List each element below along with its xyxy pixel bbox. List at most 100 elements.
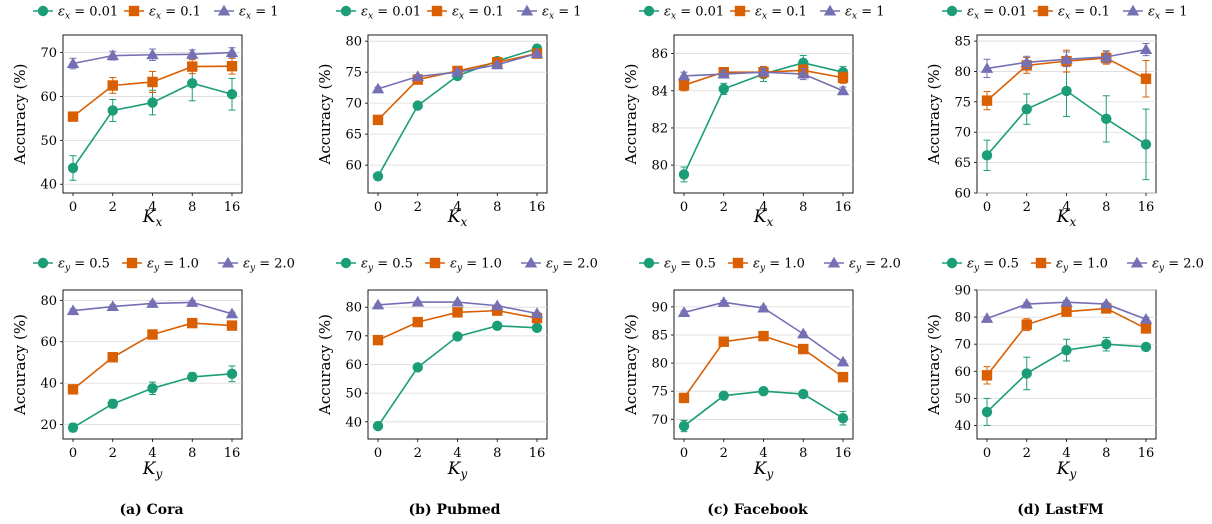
data-point: [797, 67, 810, 79]
data-point: [106, 49, 119, 61]
x-axis-label: Ky: [447, 459, 468, 481]
data-point: [1061, 306, 1072, 317]
data-point: [677, 306, 691, 317]
y-tick-label: 70: [345, 97, 362, 112]
y-tick-label: 60: [345, 159, 362, 174]
legend-marker: [643, 5, 655, 17]
legend-marker: [340, 5, 352, 17]
legend-marker: [37, 257, 49, 269]
data-point: [1060, 53, 1073, 64]
x-tick-label: 8: [799, 446, 807, 461]
data-point: [186, 48, 199, 59]
series-circle: [981, 336, 1152, 426]
legend-marker: [520, 4, 534, 16]
data-point: [798, 388, 809, 400]
panel-pubmed-ky: 40 50 60 70 80 0 2 4 8 16 Accuracy (%) Ky εy = 0.5 εy…: [316, 257, 598, 482]
data-point: [187, 371, 198, 383]
x-tick-label: 16: [835, 446, 852, 461]
data-point: [492, 320, 503, 332]
legend-marker: [128, 5, 140, 17]
series-triangle: [677, 65, 850, 96]
y-axis-label: Accuracy (%): [316, 314, 334, 416]
series-line: [683, 390, 844, 427]
x-tick-label: 8: [493, 200, 501, 215]
series-line: [377, 52, 538, 121]
data-point: [225, 46, 239, 58]
data-point: [678, 420, 690, 432]
x-tick-label: 2: [414, 446, 422, 461]
y-tick-label: 60: [954, 187, 971, 202]
y-tick-label: 70: [345, 329, 362, 344]
legend-marker: [946, 5, 958, 17]
data-point: [107, 80, 118, 91]
panel-cora-ky: 20 40 60 80 0 2 4 8 16 Accuracy (%) Ky εy = 0.5 εy =…: [11, 257, 295, 482]
legend-entry: εy = 0.5: [336, 257, 413, 274]
legend-entry: εx = 1: [1123, 5, 1188, 22]
data-point: [225, 307, 239, 319]
y-tick-label: 40: [954, 419, 971, 434]
data-point: [187, 78, 198, 89]
x-tick-label: 4: [148, 200, 156, 215]
legend-label: εy = 1.0: [147, 257, 199, 274]
legend-label: εx = 0.1: [755, 5, 807, 22]
legend-label: εy = 2.0: [1152, 257, 1204, 274]
legend-marker: [431, 5, 443, 17]
data-point: [531, 312, 543, 324]
y-tick-label: 60: [40, 335, 57, 350]
data-point: [452, 331, 463, 342]
data-point: [1140, 73, 1152, 84]
data-point: [107, 352, 118, 363]
panel-facebook-kx: 80 82 84 86 0 2 4 8 16 Accuracy (%) Kx εx = 0.01 εx …: [622, 5, 885, 230]
series-circle: [981, 64, 1152, 181]
y-tick-label: 75: [651, 385, 668, 400]
data-point: [146, 48, 159, 60]
data-point: [531, 322, 543, 334]
legend-label: εx = 1: [542, 5, 582, 22]
legend-label: εx = 1: [845, 5, 885, 22]
y-tick-label: 80: [345, 35, 362, 50]
panel-lastfm-kx: 60 65 70 75 80 85 0 2 4 8 16 Accuracy (%) Kx εx = 0.0…: [925, 5, 1188, 230]
x-tick-label: 8: [188, 200, 196, 215]
legend-entry: εx = 0.1: [730, 5, 807, 22]
legend-label: εy = 2.0: [243, 257, 295, 274]
x-tick-label: 2: [1023, 200, 1031, 215]
y-tick-label: 82: [651, 121, 668, 136]
plot-frame: [673, 34, 854, 194]
legend-label: εx = 0.01: [58, 5, 118, 22]
legend-label: εy = 2.0: [546, 257, 598, 274]
series-triangle: [66, 46, 239, 70]
y-tick-label: 90: [651, 300, 668, 315]
x-tick-label: 0: [680, 446, 688, 461]
panel-facebook-ky: 70 75 80 85 90 0 2 4 8 16 Accuracy (%) Ky εy = 0.5 εy…: [622, 257, 901, 482]
data-point: [530, 307, 544, 318]
data-point: [836, 84, 850, 96]
x-tick-label: 2: [414, 200, 422, 215]
y-axis-label: Accuracy (%): [925, 314, 943, 416]
y-tick-label: 80: [651, 357, 668, 372]
legend-label: εy = 1.0: [450, 257, 502, 274]
x-tick-label: 2: [109, 446, 117, 461]
panel-cora-kx: 40 50 60 70 0 2 4 8 16 Accuracy (%) Kx εx = 0.01 εx …: [11, 5, 279, 230]
data-point: [372, 114, 384, 126]
data-point: [147, 329, 158, 340]
legend-label: εy = 0.5: [361, 257, 413, 274]
y-tick-label: 50: [345, 387, 362, 402]
y-tick-label: 84: [651, 84, 668, 99]
data-point: [371, 82, 385, 94]
legend-entry: εx = 0.1: [427, 5, 504, 22]
x-tick-label: 16: [224, 200, 241, 215]
data-point: [146, 297, 159, 308]
x-tick-label: 4: [148, 446, 156, 461]
y-tick-label: 60: [345, 358, 362, 373]
data-point: [67, 422, 79, 433]
data-point: [411, 70, 424, 81]
x-tick-label: 8: [1102, 200, 1110, 215]
data-point: [717, 296, 730, 307]
x-axis-label: Ky: [1056, 459, 1077, 481]
series-circle: [678, 386, 849, 433]
data-point: [147, 97, 158, 108]
data-point: [1139, 43, 1153, 55]
x-tick-label: 8: [493, 446, 501, 461]
data-point: [1100, 50, 1113, 62]
